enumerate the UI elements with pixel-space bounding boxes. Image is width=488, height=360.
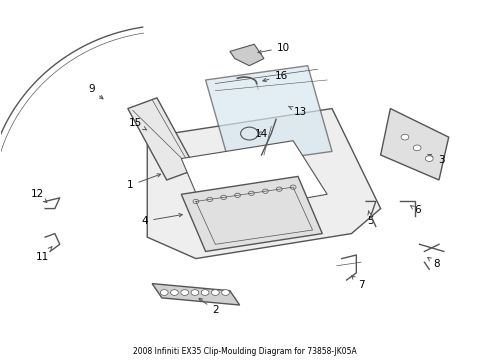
Text: 2008 Infiniti EX35 Clip-Moulding Diagram for 73858-JK05A: 2008 Infiniti EX35 Clip-Moulding Diagram…	[132, 347, 356, 356]
Circle shape	[170, 290, 178, 296]
Text: 1: 1	[127, 174, 161, 190]
Text: 4: 4	[141, 213, 182, 226]
Circle shape	[191, 290, 199, 296]
Text: 9: 9	[88, 84, 103, 99]
Text: 5: 5	[367, 211, 373, 226]
Polygon shape	[127, 98, 196, 180]
Text: 11: 11	[36, 247, 52, 262]
Circle shape	[425, 156, 432, 161]
Text: 8: 8	[427, 257, 439, 269]
Circle shape	[412, 145, 420, 151]
Text: 6: 6	[410, 205, 420, 215]
Polygon shape	[152, 284, 239, 305]
Polygon shape	[147, 109, 380, 258]
Polygon shape	[380, 109, 448, 180]
Polygon shape	[205, 66, 331, 166]
Polygon shape	[181, 176, 322, 251]
Circle shape	[201, 290, 208, 296]
Text: 13: 13	[288, 106, 306, 117]
Circle shape	[221, 290, 229, 296]
Polygon shape	[229, 44, 264, 66]
Circle shape	[211, 290, 219, 296]
Text: 10: 10	[258, 43, 289, 54]
Circle shape	[160, 290, 168, 296]
Text: 3: 3	[427, 154, 444, 165]
Text: 12: 12	[31, 189, 47, 203]
Text: 15: 15	[128, 118, 146, 130]
Text: 7: 7	[351, 276, 364, 291]
Circle shape	[181, 290, 188, 296]
Circle shape	[400, 134, 408, 140]
Text: 2: 2	[199, 298, 218, 315]
Text: 14: 14	[254, 129, 267, 139]
Polygon shape	[181, 141, 326, 216]
Text: 16: 16	[263, 71, 287, 82]
